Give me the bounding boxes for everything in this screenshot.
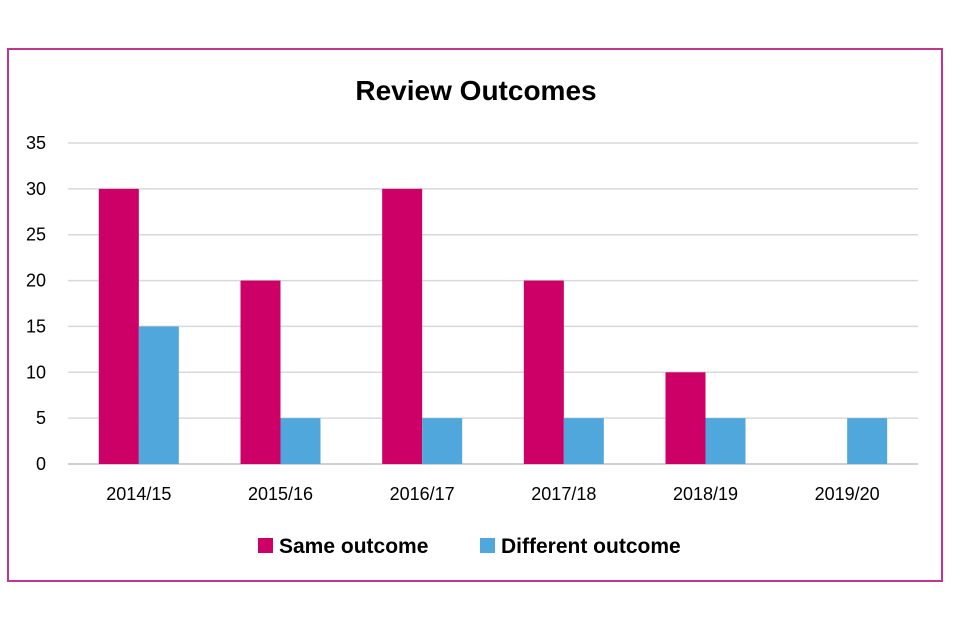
bar-different-outcome-2019/20 (847, 418, 888, 464)
y-axis-ticks: 0 5 10 15 20 25 30 35 (26, 133, 46, 474)
bar-same-outcome-2014/15 (98, 188, 139, 464)
x-tick-label: 2014/15 (106, 484, 171, 504)
bar-different-outcome-2018/19 (705, 418, 746, 464)
bar-same-outcome-2017/18 (523, 280, 564, 464)
y-tick-label: 0 (36, 454, 46, 474)
x-tick-label: 2018/19 (673, 484, 738, 504)
y-tick-label: 20 (26, 271, 46, 291)
bar-different-outcome-2017/18 (563, 418, 604, 464)
y-tick-label: 35 (26, 133, 46, 153)
bar-different-outcome-2016/17 (422, 418, 463, 464)
bars (98, 188, 888, 464)
y-tick-label: 30 (26, 179, 46, 199)
legend-swatch-different-outcome (480, 538, 495, 553)
y-tick-label: 15 (26, 316, 46, 336)
x-tick-label: 2017/18 (531, 484, 596, 504)
bar-same-outcome-2016/17 (382, 188, 423, 464)
y-tick-label: 5 (36, 408, 46, 428)
x-axis-ticks: 2014/15 2015/16 2016/17 2017/18 2018/19 2019/… (106, 484, 879, 504)
bar-different-outcome-2015/16 (280, 418, 321, 464)
legend-label-same-outcome: Same outcome (279, 535, 428, 558)
y-tick-label: 10 (26, 362, 46, 382)
y-tick-label: 25 (26, 225, 46, 245)
chart-frame (7, 48, 943, 582)
legend: Same outcome Different outcome (258, 535, 681, 558)
chart-title: Review Outcomes (355, 75, 596, 106)
bar-different-outcome-2014/15 (138, 326, 179, 464)
bar-same-outcome-2015/16 (240, 280, 281, 464)
x-tick-label: 2016/17 (390, 484, 455, 504)
x-tick-label: 2015/16 (248, 484, 313, 504)
gridlines (68, 142, 918, 465)
legend-swatch-same-outcome (258, 538, 273, 553)
legend-label-different-outcome: Different outcome (501, 535, 681, 558)
x-tick-label: 2019/20 (815, 484, 880, 504)
bar-same-outcome-2018/19 (665, 372, 706, 464)
